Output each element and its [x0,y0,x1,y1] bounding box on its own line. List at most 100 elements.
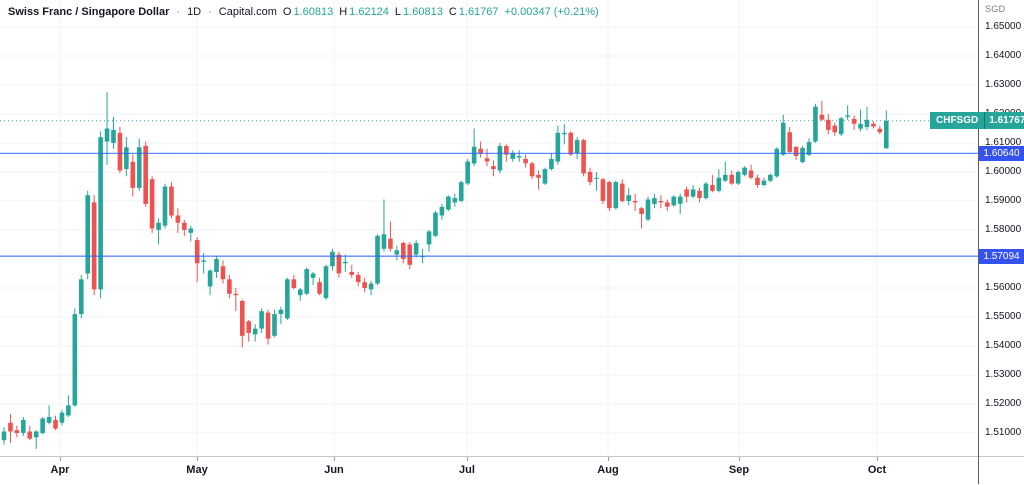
candle [72,308,78,407]
candle [66,395,71,417]
candle [871,121,876,129]
time-tick [608,457,609,461]
candle [523,154,528,168]
candle [458,180,464,203]
candle [194,237,200,283]
candle [600,177,606,204]
candle [677,193,683,214]
candle [368,280,374,296]
candle [658,195,664,209]
time-tick [197,457,198,461]
candle [14,425,20,438]
candle [169,182,174,219]
candle [761,177,767,187]
month-label-may: May [186,464,208,476]
candle [330,248,335,271]
candle [143,141,148,207]
candle [111,116,116,149]
price-tick-label: 1.63000 [985,79,1022,90]
candle [78,274,84,319]
candle [858,109,863,132]
time-tick [334,457,335,461]
candle [285,277,290,320]
candle [613,180,619,210]
candle [375,234,380,286]
candle [381,199,387,252]
price-tick-label: 1.65000 [985,21,1022,32]
candle [104,92,110,165]
candle [529,161,535,180]
candle [188,225,194,242]
candle [864,106,870,130]
candle [278,306,284,325]
candle [98,131,103,299]
price-tick-label: 1.59000 [985,195,1022,206]
candle [780,114,786,156]
candle [787,127,792,154]
candle [484,148,490,167]
candlestick-chart[interactable] [0,0,978,456]
month-label-jul: Jul [459,464,475,476]
candle [748,164,754,180]
candle [671,195,677,207]
candle [452,193,458,207]
time-tick [60,457,61,461]
candle [471,128,477,167]
last-price-badge: CHFSGD 1.61767 [930,112,1024,129]
candle [465,158,470,185]
candle [343,254,348,272]
candle [8,414,13,444]
time-tick [467,457,468,461]
candle [46,405,52,425]
month-label-jun: Jun [324,464,344,476]
candle [252,324,258,342]
price-tick-label: 1.51000 [985,427,1022,438]
candle [684,186,689,203]
candle [220,260,226,284]
candle [272,309,277,338]
candle [568,131,574,156]
candle [304,267,309,296]
candle [117,127,123,174]
ohlc-open: O 1.60813 [282,6,334,18]
level-price-badge: 1.57094 [979,249,1024,264]
candle [594,172,599,191]
interval-label[interactable]: 1D [187,6,202,18]
candle [819,100,825,122]
symbol-title[interactable]: Swiss Franc / Singapore Dollar [8,6,170,18]
candle [297,288,303,301]
time-axis[interactable]: Apr May Jun Jul Aug Sep Oct [0,456,1024,485]
candle [587,167,593,185]
price-tick-label: 1.55000 [985,311,1022,322]
ohlc-low: L 1.60813 [394,6,443,18]
candle [239,299,245,348]
month-label-oct: Oct [867,464,887,476]
candle [813,103,818,143]
candle [690,185,696,199]
price-axis[interactable]: SGD 1.650001.640001.630001.620001.610001… [979,0,1024,456]
candle [310,272,316,286]
candle [439,203,445,220]
candle [478,141,483,158]
price-tick-label: 1.56000 [985,282,1022,293]
candle [619,179,625,203]
candle [162,183,168,229]
legend[interactable]: Swiss Franc / Singapore Dollar · 1D · Ca… [8,6,599,18]
candle [581,138,586,177]
candle [497,143,503,174]
candle [149,176,155,233]
price-tick-label: 1.61000 [985,137,1022,148]
axis-currency-label: SGD [985,4,1006,14]
candle [561,124,567,145]
candle [845,105,850,120]
month-label-apr: Apr [50,464,70,476]
candle [207,269,213,296]
candle [722,161,728,183]
candle [91,195,97,296]
candle [182,219,187,236]
candle [214,256,219,278]
candle [665,199,670,212]
price-tick-label: 1.52000 [985,398,1022,409]
candle [645,196,651,222]
candle [433,211,438,238]
